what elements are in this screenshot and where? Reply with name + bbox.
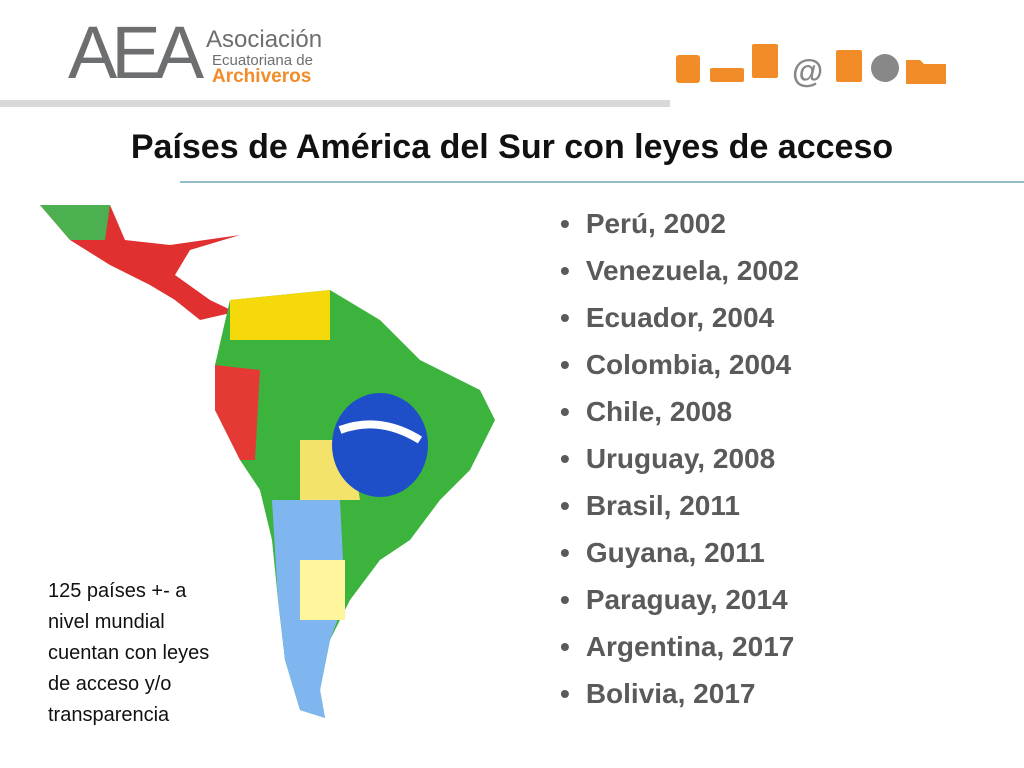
list-item: Guyana, 2011 (560, 529, 799, 576)
note: 125 países +- a nivel mundial cuentan con … (48, 576, 209, 731)
list-item: Brasil, 2011 (560, 482, 799, 529)
note-line: 125 países +- a (48, 580, 187, 602)
note-line: de acceso y/o (48, 673, 172, 695)
logo-text: Archiveros (212, 66, 312, 87)
note-line: cuentan con leyes (48, 642, 210, 664)
list-item: Venezuela, 2002 (560, 247, 799, 294)
logo-text: Ecuatoriana de (212, 52, 313, 69)
svg-text:@: @ (792, 53, 823, 89)
list-item: Bolivia, 2017 (560, 670, 799, 717)
logo-acronym: AEA (68, 11, 204, 94)
list-item: Argentina, 2017 (560, 623, 799, 670)
country-list: Perú, 2002Venezuela, 2002Ecuador, 2004Co… (560, 200, 799, 717)
logo-text: Asociación (206, 26, 323, 53)
list-item: Colombia, 2004 (560, 341, 799, 388)
map (40, 205, 495, 718)
icons: @ (676, 44, 946, 89)
header-bar (0, 100, 670, 107)
note-line: transparencia (48, 704, 170, 726)
list-item: Chile, 2008 (560, 388, 799, 435)
list-item: Uruguay, 2008 (560, 435, 799, 482)
list-item: Perú, 2002 (560, 200, 799, 247)
list-item: Paraguay, 2014 (560, 576, 799, 623)
note-line: nivel mundial (48, 611, 165, 633)
list-item: Ecuador, 2004 (560, 294, 799, 341)
slide-title: Países de América del Sur con leyes de a… (130, 128, 894, 166)
